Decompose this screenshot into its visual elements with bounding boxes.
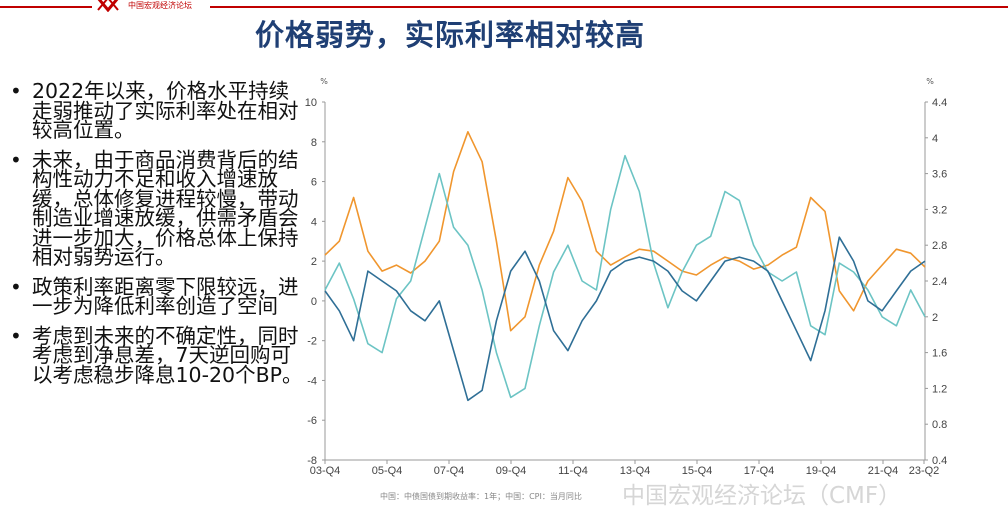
series-line-orange: [324, 130, 926, 332]
legend-note: 中国：中债国债到期收益率：1年；中国：CPI：当月同比: [380, 491, 582, 501]
right-tick-label: 1.2: [932, 383, 947, 395]
x-tick-label: 23-Q2: [909, 465, 940, 477]
left-tick-label: 10: [305, 97, 317, 109]
right-unit-label: %: [926, 77, 934, 86]
top-header-bar: 中国宏观经济论坛: [0, 0, 1008, 14]
x-tick-label: 03-Q4: [310, 465, 341, 477]
x-tick-label: 11-Q4: [558, 465, 588, 477]
bullet-text: 考虑到未来的不确定性，同时考虑到净息差，7天逆回购可以考虑稳步降息10-20个B…: [32, 323, 303, 387]
bullet-text: 未来，由于商品消费背后的结构性动力不足和收入增速放缓，总体修复进程较慢，带动制造…: [32, 147, 299, 269]
left-tick-label: 0: [311, 296, 317, 308]
bullet-item: • 未来，由于商品消费背后的结构性动力不足和收入增速放缓，总体修复进程较慢，带动制…: [8, 147, 303, 269]
bullet-item: • 考虑到未来的不确定性，同时考虑到净息差，7天逆回购可以考虑稳步降息10-20个…: [8, 323, 303, 387]
x-tick-label: 05-Q4: [372, 465, 403, 477]
left-tick-label: -8: [307, 455, 317, 467]
left-tick-label: 2: [311, 256, 317, 268]
rate-cpi-line-chart: % % -8 -6 -4 -2 0 2 4 6 8 10 0.4 0.8 1.2 1.6 2 2.4 2.8 3.2 3…: [305, 77, 948, 501]
left-tick-label: -6: [307, 415, 317, 427]
right-tick-label: 3.6: [932, 169, 947, 181]
bullet-item: • 2022年以来，价格水平持续走弱推动了实际利率处在相对较高位置。: [8, 79, 303, 142]
left-unit-label: %: [320, 77, 328, 86]
right-tick-label: 3.2: [932, 204, 947, 216]
bullet-dot-icon: •: [10, 274, 22, 299]
right-tick-label: 2.4: [932, 276, 947, 288]
bullet-text: 政策利率距离零下限较远，进一步为降低利率创造了空间: [32, 274, 299, 318]
left-tick-label: 8: [311, 137, 317, 149]
x-tick-label: 17-Q4: [744, 465, 775, 477]
logo-text: 中国宏观经济论坛: [128, 1, 192, 10]
bullet-text: 2022年以来，价格水平持续走弱推动了实际利率处在相对较高位置。: [32, 79, 299, 142]
left-tick-label: 4: [311, 216, 317, 228]
x-tick-label: 07-Q4: [434, 465, 465, 477]
x-tick-label: 13-Q4: [620, 465, 651, 477]
x-tick-label: 19-Q4: [806, 465, 837, 477]
slide-title: 价格弱势，实际利率相对较高: [254, 18, 645, 52]
x-tick-label: 21-Q4: [868, 465, 899, 477]
right-tick-label: 1.6: [932, 348, 947, 360]
x-tick-label: 09-Q4: [496, 465, 527, 477]
right-tick-label: 0.8: [932, 419, 947, 431]
forum-logo: 中国宏观经济论坛: [96, 0, 396, 14]
bullet-item: • 政策利率距离零下限较远，进一步为降低利率创造了空间: [8, 274, 303, 318]
x-tick-label: 15-Q4: [682, 465, 713, 477]
forum-logo-icon: [97, 0, 119, 12]
right-tick-label: 4: [932, 133, 938, 145]
header-rule-left: [0, 6, 92, 8]
left-tick-label: 6: [311, 177, 317, 189]
bullet-dot-icon: •: [10, 323, 22, 348]
header-rule-right: [210, 6, 1008, 8]
bullet-dot-icon: •: [10, 79, 22, 103]
left-tick-label: -4: [307, 375, 317, 387]
right-tick-label: 0.4: [932, 455, 947, 467]
right-tick-label: 2.8: [932, 240, 947, 252]
right-tick-label: 4.4: [932, 97, 947, 109]
watermark: 中国宏观经济论坛（CMF）: [622, 483, 902, 509]
bullet-list: • 2022年以来，价格水平持续走弱推动了实际利率处在相对较高位置。 • 未来，由于…: [8, 79, 303, 395]
left-tick-label: -2: [307, 336, 317, 348]
bullet-dot-icon: •: [10, 147, 22, 172]
right-tick-label: 2: [932, 312, 938, 324]
series-line-teal: [324, 154, 926, 399]
series-line-blue: [324, 236, 926, 402]
